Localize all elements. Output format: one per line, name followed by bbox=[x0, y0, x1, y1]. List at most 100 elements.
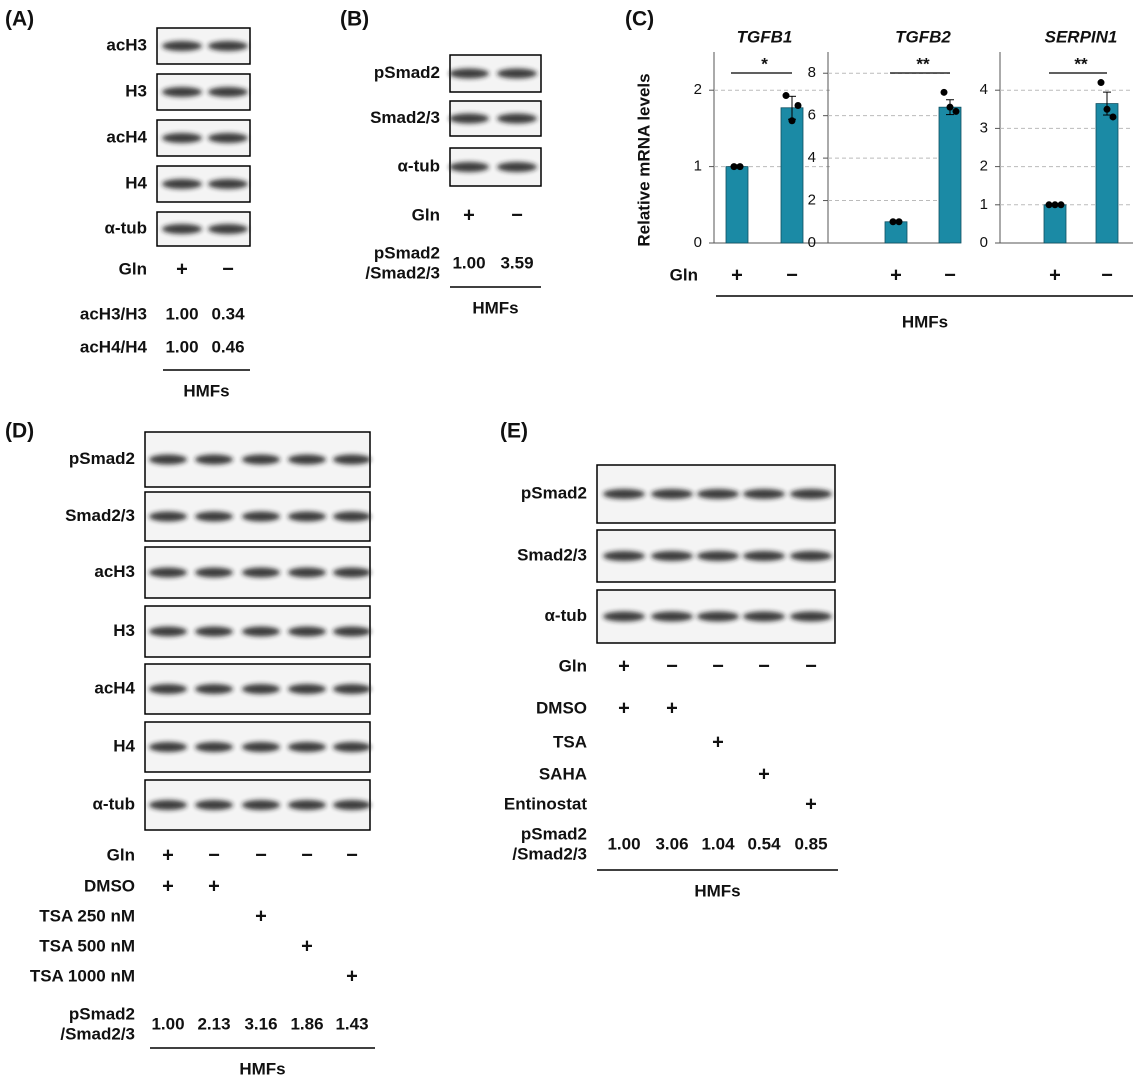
data-point bbox=[736, 163, 744, 171]
data-point bbox=[1097, 79, 1105, 87]
condition-label: Gln bbox=[119, 259, 147, 278]
ratio-value: 0.85 bbox=[794, 834, 827, 853]
chart-title: SERPIN1 bbox=[1045, 27, 1118, 46]
ratio-label: pSmad2 bbox=[69, 1004, 135, 1023]
condition-mark: − bbox=[208, 844, 220, 866]
ratio-value: 1.00 bbox=[151, 1014, 184, 1033]
bar bbox=[884, 221, 908, 244]
band bbox=[242, 454, 280, 465]
condition-mark: − bbox=[222, 258, 234, 280]
condition-label: Gln bbox=[559, 656, 587, 675]
band bbox=[743, 611, 785, 622]
bar bbox=[938, 106, 962, 244]
data-point bbox=[788, 117, 796, 125]
bar bbox=[1043, 204, 1067, 244]
band bbox=[162, 41, 202, 51]
condition-mark: + bbox=[255, 905, 267, 927]
bar bbox=[1095, 103, 1119, 244]
ratio-value: 1.43 bbox=[335, 1014, 368, 1033]
x-tick-label: + bbox=[731, 264, 743, 286]
y-tick-label: 4 bbox=[980, 81, 988, 98]
band bbox=[149, 800, 187, 810]
band bbox=[208, 224, 248, 234]
condition-mark: + bbox=[346, 965, 358, 987]
chart-title: TGFB2 bbox=[895, 27, 951, 46]
band bbox=[149, 511, 187, 522]
band bbox=[242, 626, 280, 637]
condition-label: DMSO bbox=[84, 876, 135, 895]
band bbox=[242, 800, 280, 810]
y-tick-label: 2 bbox=[808, 192, 816, 209]
ratio-value: 0.46 bbox=[211, 337, 244, 356]
condition-mark: + bbox=[758, 763, 770, 785]
panel-label: (C) bbox=[625, 8, 654, 31]
condition-mark: − bbox=[805, 655, 817, 677]
condition-mark: + bbox=[301, 935, 313, 957]
ratio-value: 3.06 bbox=[655, 834, 688, 853]
data-point bbox=[946, 103, 954, 111]
ratio-value: 1.00 bbox=[607, 834, 640, 853]
band bbox=[288, 567, 326, 578]
ratio-label: /Smad2/3 bbox=[365, 263, 440, 282]
band bbox=[449, 68, 489, 79]
band bbox=[195, 454, 233, 465]
condition-mark: + bbox=[666, 697, 678, 719]
data-point bbox=[952, 107, 960, 115]
band bbox=[697, 611, 739, 622]
condition-mark: − bbox=[255, 844, 267, 866]
blot-label: H3 bbox=[113, 621, 135, 640]
condition-mark: + bbox=[162, 844, 174, 866]
ratio-label: pSmad2 bbox=[374, 243, 440, 262]
band bbox=[651, 611, 693, 622]
band bbox=[333, 800, 371, 810]
blot-label: acH4 bbox=[94, 678, 135, 697]
band bbox=[603, 551, 645, 561]
condition-mark: + bbox=[618, 655, 630, 677]
data-point bbox=[1057, 201, 1065, 209]
condition-label: TSA 500 nM bbox=[39, 936, 135, 955]
band bbox=[651, 489, 693, 499]
y-axis-label: Relative mRNA levels bbox=[634, 73, 653, 246]
band bbox=[333, 567, 371, 578]
band bbox=[288, 800, 326, 810]
band bbox=[195, 684, 233, 694]
band bbox=[242, 684, 280, 694]
condition-mark: − bbox=[511, 204, 523, 226]
band bbox=[195, 567, 233, 578]
condition-label: TSA 250 nM bbox=[39, 906, 135, 925]
ratio-value: 3.59 bbox=[500, 253, 533, 272]
band bbox=[333, 742, 371, 752]
significance: ** bbox=[1074, 54, 1088, 73]
band bbox=[651, 551, 693, 561]
band bbox=[208, 87, 248, 97]
data-point bbox=[1045, 201, 1053, 209]
cells-label: HMFs bbox=[183, 381, 229, 400]
blot-label: Smad2/3 bbox=[370, 108, 440, 127]
y-tick-label: 1 bbox=[980, 196, 988, 213]
band bbox=[162, 179, 202, 189]
condition-label: Gln bbox=[412, 205, 440, 224]
band bbox=[149, 454, 187, 465]
band bbox=[149, 626, 187, 637]
cells-label: HMFs bbox=[239, 1059, 285, 1078]
condition-label: TSA bbox=[553, 732, 587, 751]
ratio-value: 1.00 bbox=[165, 337, 198, 356]
band bbox=[497, 113, 537, 124]
data-point bbox=[1051, 201, 1059, 209]
ratio-value: 3.16 bbox=[244, 1014, 277, 1033]
ratio-value: 1.86 bbox=[290, 1014, 323, 1033]
y-tick-label: 0 bbox=[980, 234, 988, 251]
x-tick-label: − bbox=[944, 264, 956, 286]
ratio-value: 1.04 bbox=[701, 834, 735, 853]
y-tick-label: 0 bbox=[808, 234, 816, 251]
data-point bbox=[895, 218, 903, 226]
condition-mark: − bbox=[712, 655, 724, 677]
band bbox=[288, 454, 326, 465]
band bbox=[149, 567, 187, 578]
data-point bbox=[889, 218, 897, 226]
blot-label: α-tub bbox=[92, 794, 135, 813]
band bbox=[497, 68, 537, 79]
condition-mark: + bbox=[463, 204, 475, 226]
blot-label: acH3 bbox=[94, 562, 135, 581]
